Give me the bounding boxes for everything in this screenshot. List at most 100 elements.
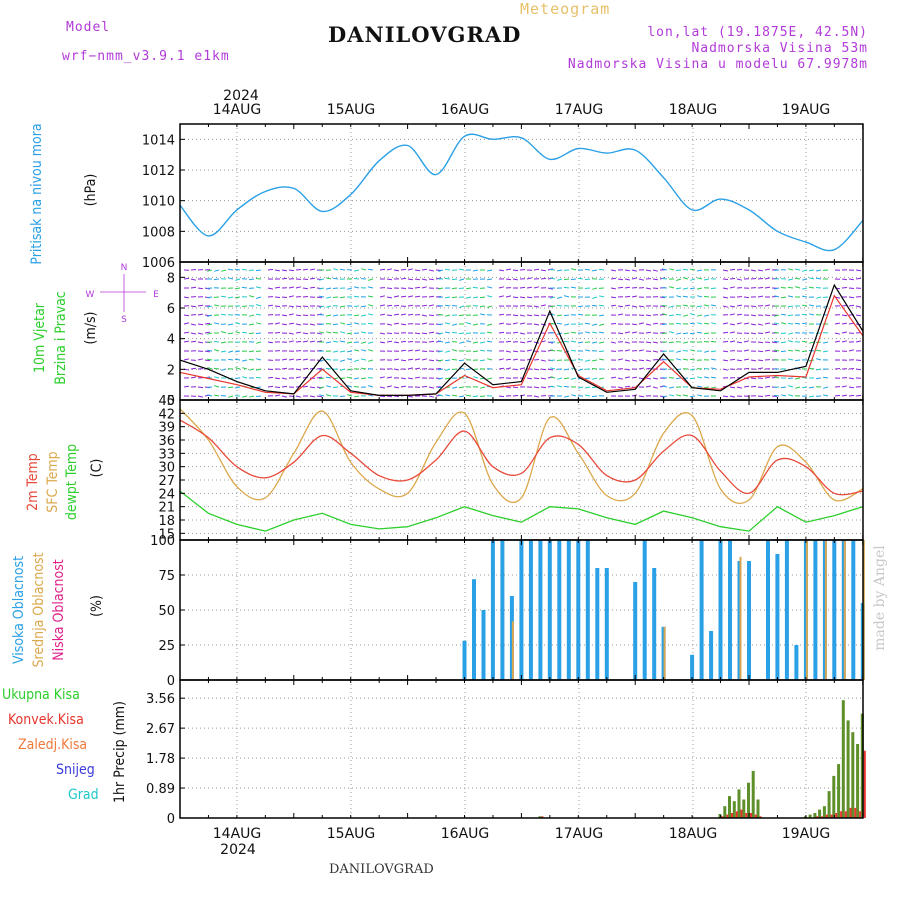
precip-total-bar — [846, 720, 850, 818]
wind-arrow — [787, 358, 794, 361]
compass-n-label: N — [121, 263, 128, 273]
wind-arrow — [610, 277, 616, 280]
wind-arrow — [414, 376, 420, 379]
wind-arrow — [549, 385, 556, 388]
wind-arrow — [757, 350, 764, 353]
precip-total-bar — [723, 806, 727, 818]
wind-arrow — [743, 349, 750, 352]
wind-arrow — [248, 368, 255, 371]
wind-arrow — [421, 322, 427, 325]
precip-convective-bar — [859, 811, 862, 818]
wind-arrow — [451, 331, 458, 334]
wind-arrow — [540, 323, 547, 326]
temp-tick-label: 36 — [158, 434, 175, 449]
precip-convective-bar — [854, 807, 857, 818]
precip-convective-bar — [726, 814, 729, 818]
wind-arrow — [743, 296, 750, 299]
wind-arrow — [316, 332, 323, 335]
wind-arrow — [512, 269, 519, 272]
cloud-high-bar — [557, 540, 562, 680]
wind-arrow — [368, 349, 374, 352]
wind-arrow — [787, 314, 794, 317]
compass-w-label: W — [86, 290, 95, 300]
wind-arrow — [788, 385, 794, 388]
wind-arrow — [736, 304, 742, 307]
wind-arrow — [228, 323, 234, 326]
wind-arrow — [540, 377, 547, 380]
wind-arrow — [183, 385, 189, 388]
wind-arrow — [512, 322, 518, 325]
wind-arrow — [526, 296, 533, 299]
wind-arrow — [302, 367, 309, 370]
wind-arrow — [533, 386, 540, 389]
wind-arrow — [610, 341, 617, 344]
wind-arrow — [414, 278, 420, 281]
wind-arrow — [368, 385, 374, 388]
wind-arrow — [274, 286, 281, 289]
wind-arrow — [808, 277, 815, 280]
wind-arrow — [729, 323, 735, 326]
wind-arrow — [472, 395, 479, 398]
wind-arrow — [815, 368, 822, 371]
wind-arrow — [206, 305, 213, 308]
wind-arrow — [557, 269, 563, 272]
wind-arrow — [438, 269, 444, 272]
wind-arrow — [207, 269, 213, 272]
wind-arrow — [802, 295, 808, 298]
model-name: wrf−nmm_v3.9.1 e1km — [62, 49, 230, 64]
wind-arrow — [540, 277, 547, 280]
bottom-day-label: 15AUG — [327, 826, 376, 842]
wind-arrow — [757, 341, 763, 344]
wind-arrow — [689, 332, 696, 335]
wind-arrow — [802, 386, 808, 389]
wind-arrow — [780, 386, 787, 389]
wind-arrow — [190, 323, 197, 326]
wind-arrow — [445, 268, 451, 271]
wind-arrow — [563, 395, 570, 398]
wind-arrow — [773, 394, 780, 397]
wind-arrow — [220, 395, 227, 397]
wind-arrow — [592, 296, 598, 299]
wind-arrow — [367, 286, 374, 289]
wind-arrow — [326, 394, 332, 397]
wind-arrow — [451, 287, 458, 290]
wind-arrow — [750, 305, 757, 308]
wind-arrow — [697, 394, 703, 397]
wind-arrow — [683, 277, 689, 280]
wind-arrow — [242, 395, 248, 398]
wind-arrow — [780, 350, 787, 353]
precip-convective-bar — [541, 816, 544, 818]
precip-convective-bar — [844, 811, 847, 818]
wind-arrow — [386, 268, 393, 271]
wind-arrow — [834, 332, 841, 335]
wind-arrow — [346, 376, 353, 379]
wind-arrow — [512, 358, 518, 361]
wind-arrow — [689, 368, 696, 371]
wind-arrow — [645, 331, 651, 334]
wind-arrow — [353, 286, 360, 289]
cloud-mid-bar — [805, 540, 808, 680]
wind-arrow — [360, 314, 367, 317]
wind-arrow — [368, 341, 374, 344]
wind-arrow — [794, 359, 801, 362]
wind-arrow — [353, 269, 360, 272]
precip-tick-label: 2.67 — [146, 722, 175, 737]
wind-arrow — [386, 340, 393, 343]
wind-arrow — [801, 377, 808, 379]
wind-arrow — [757, 332, 764, 334]
wind-arrow — [361, 349, 367, 352]
wind-arrow — [444, 322, 451, 325]
wind-arrow — [438, 394, 444, 397]
wind-arrow — [445, 377, 451, 380]
wind-arrow — [197, 313, 203, 316]
wind-arrow — [550, 376, 556, 379]
wind-arrow — [675, 287, 682, 290]
wind-arrow — [855, 314, 861, 317]
wind-arrow — [347, 368, 353, 371]
precip-total-bar — [756, 799, 760, 818]
wind-arrow — [564, 323, 570, 326]
wind-arrow — [241, 268, 248, 271]
wind-arrow — [267, 385, 274, 388]
wind-arrow — [190, 376, 196, 379]
wind-arrow — [479, 395, 486, 397]
